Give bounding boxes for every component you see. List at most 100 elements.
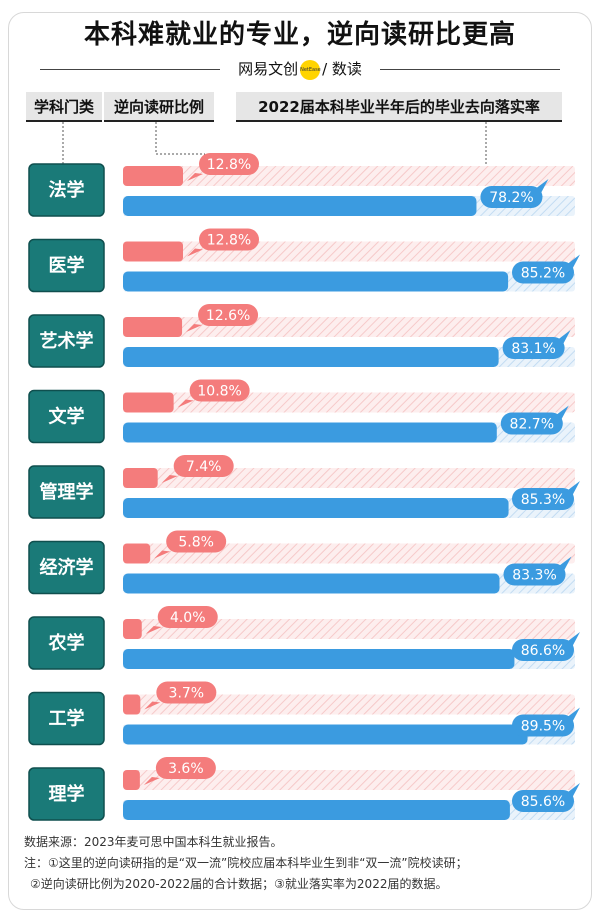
category-label-box	[28, 540, 105, 595]
brand-badge: NetEase	[300, 59, 321, 80]
reverse-bar	[123, 694, 141, 715]
reverse-bubble	[166, 530, 227, 553]
employment-bar	[123, 422, 497, 443]
employment-value-label: 83.3%	[512, 568, 556, 584]
employment-bar	[123, 800, 510, 820]
employment-value-label: 85.2%	[521, 266, 565, 282]
reverse-track	[123, 619, 575, 639]
reverse-value-label: 12.8%	[207, 157, 251, 173]
employment-value-label: 85.3%	[521, 492, 565, 508]
reverse-bubble	[156, 681, 217, 704]
reverse-value-label: 10.8%	[197, 384, 241, 400]
category-label: 工学	[49, 708, 85, 730]
reverse-track	[123, 694, 575, 715]
reverse-track	[123, 241, 575, 262]
card-frame	[8, 12, 592, 910]
employment-bar	[123, 196, 477, 216]
reverse-bar	[123, 166, 183, 186]
employment-bubble	[512, 790, 574, 812]
reverse-bubble-tail	[154, 550, 171, 559]
reverse-bubble-tail	[187, 173, 203, 181]
reverse-value-label: 5.8%	[178, 535, 214, 551]
employment-bubble	[512, 714, 574, 737]
reverse-bubble-tail	[145, 626, 162, 634]
reverse-bubble-tail	[143, 777, 160, 785]
reverse-bar	[123, 543, 151, 564]
reverse-bubble-tail	[187, 248, 203, 257]
reverse-track	[123, 543, 575, 564]
header-reverse: 逆向读研比例	[104, 92, 214, 122]
category-label: 理学	[49, 783, 85, 805]
employment-value-label: 83.1%	[511, 341, 555, 357]
category-label: 农学	[48, 632, 85, 654]
category-label-box	[28, 163, 105, 217]
reverse-bubble	[157, 606, 218, 628]
footnote-note-1: 注：①这里的逆向读研指的是“双一流”院校应届本科毕业生到非“双一流”院校读研；	[24, 856, 468, 870]
category-label: 经济学	[40, 557, 94, 579]
reverse-value-label: 4.0%	[170, 610, 206, 626]
brand-rule-right	[380, 69, 560, 70]
employment-bar	[123, 724, 528, 745]
employment-value-label: 78.2%	[489, 190, 533, 206]
reverse-bubble	[155, 757, 216, 779]
reverse-bubble	[199, 153, 259, 175]
reverse-value-label: 12.8%	[207, 233, 251, 249]
category-label-box	[28, 389, 105, 444]
reverse-value-label: 3.7%	[169, 686, 205, 702]
brand-name-left: 网易文创	[238, 60, 299, 78]
employment-bubble	[502, 337, 565, 359]
category-label-box	[28, 465, 105, 519]
reverse-bar	[123, 770, 140, 790]
reverse-track	[123, 770, 575, 790]
reverse-bubble-tail	[144, 701, 161, 710]
employment-value-label: 86.6%	[521, 643, 565, 659]
footnote: 数据来源：2023年麦可思中国本科生就业报告。 注：①这里的逆向读研指的是“双一…	[24, 832, 584, 895]
category-label: 文学	[49, 406, 85, 428]
employment-bubble	[512, 639, 574, 661]
category-label-box	[28, 314, 105, 368]
employment-bubble	[480, 186, 543, 208]
header-category: 学科门类	[26, 92, 102, 122]
reverse-bubble	[199, 228, 259, 251]
reverse-bubble-tail	[161, 475, 178, 483]
reverse-bar	[123, 241, 183, 262]
category-label: 艺术学	[40, 330, 94, 352]
reverse-bubble	[198, 304, 259, 326]
employment-bar	[123, 498, 509, 518]
reverse-track	[123, 317, 575, 337]
reverse-value-label: 3.6%	[168, 761, 204, 777]
employment-bubble	[512, 261, 574, 284]
footnote-source: 数据来源：2023年麦可思中国本科生就业报告。	[24, 835, 283, 849]
category-label-box	[28, 767, 105, 821]
employment-bar	[123, 573, 500, 594]
brand-logo: 网易文创 NetEase/ 数读	[238, 59, 362, 80]
employment-bar	[123, 347, 499, 367]
header-employment: 2022届本科毕业半年后的毕业去向落实率	[236, 92, 562, 122]
employment-bubble	[500, 412, 563, 435]
category-label: 医学	[49, 255, 85, 277]
reverse-value-label: 12.6%	[206, 308, 250, 324]
reverse-bar	[123, 468, 158, 488]
reverse-value-label: 7.4%	[186, 459, 222, 475]
employment-value-label: 85.6%	[521, 794, 565, 810]
reverse-bubble-tail	[186, 324, 203, 332]
reverse-track	[123, 166, 575, 186]
category-label: 法学	[49, 179, 85, 201]
employment-bar	[123, 649, 515, 669]
category-label: 管理学	[40, 481, 94, 503]
employment-value-label: 89.5%	[521, 719, 565, 735]
reverse-bar	[123, 619, 142, 639]
category-label-box	[28, 691, 105, 746]
brand-name-right: 数读	[331, 60, 362, 78]
employment-bar	[123, 271, 509, 292]
employment-value-label: 82.7%	[510, 417, 554, 433]
category-label-box	[28, 616, 105, 670]
reverse-track	[123, 392, 575, 413]
footnote-note-2: ②逆向读研比例为2020-2022届的合计数据；③就业落实率为2022届的数据。	[30, 877, 448, 891]
brand-rule-left	[40, 69, 220, 70]
reverse-bubble	[189, 379, 250, 402]
employment-bubble	[512, 488, 574, 510]
reverse-bar	[123, 317, 183, 337]
reverse-bubble-tail	[177, 399, 194, 408]
